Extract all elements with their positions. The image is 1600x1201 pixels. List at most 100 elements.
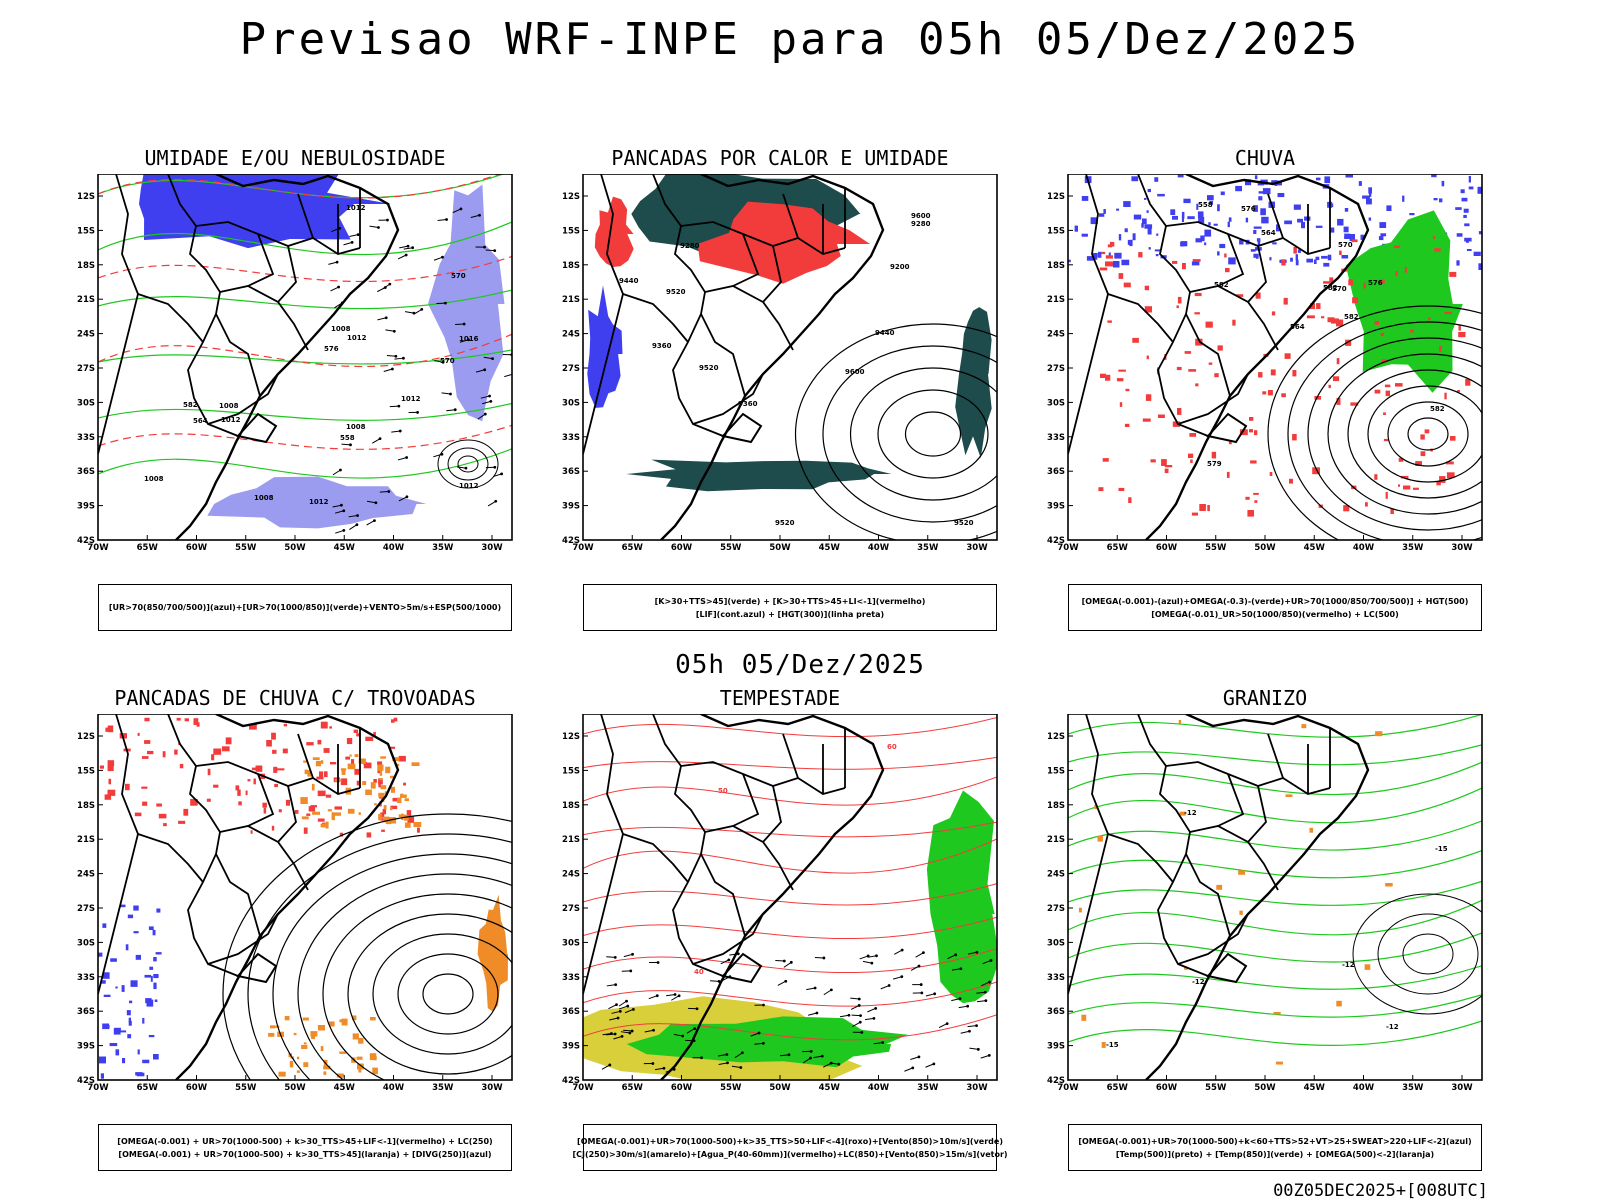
field-speck — [1100, 268, 1108, 271]
field-speck — [1182, 216, 1184, 222]
field-speck — [1380, 233, 1386, 236]
field-speck — [1375, 731, 1382, 736]
field-speck — [1151, 459, 1156, 462]
wind-vector-head — [488, 395, 491, 398]
lon-label: 50W — [284, 543, 306, 553]
field-speck — [246, 791, 248, 796]
wind-vector-head — [614, 1033, 617, 1036]
field-speck — [153, 1054, 159, 1060]
lat-label: 36S — [77, 467, 95, 477]
field-speck — [1253, 493, 1259, 495]
wind-vector-head — [984, 999, 987, 1002]
field-speck — [372, 1068, 378, 1075]
field-speck — [1281, 393, 1286, 397]
wind-vector-head — [830, 988, 833, 991]
field-speck — [1301, 724, 1306, 728]
wind-vector-head — [741, 1051, 744, 1054]
field-speck — [1297, 219, 1303, 223]
field-speck — [342, 768, 346, 775]
field-speck — [1082, 234, 1088, 237]
contour-label: -12 — [1184, 809, 1197, 817]
legend-line: [UR>70(850/700/500)](azul)+[UR>70(1000/8… — [109, 601, 501, 614]
contour-label: 9280 — [911, 220, 931, 228]
panel-title: PANCADAS POR CALOR E UMIDADE — [560, 146, 1000, 170]
wind-vector-head — [674, 993, 677, 996]
lat-label: 15S — [1047, 766, 1065, 776]
wind-vector-head — [399, 430, 402, 433]
field-speck — [378, 793, 384, 798]
field-speck — [1182, 263, 1186, 269]
lon-label: 40W — [1353, 543, 1375, 553]
field-speck — [1229, 217, 1232, 221]
lat-label: 24S — [1047, 870, 1065, 880]
field-speck — [1359, 181, 1362, 186]
field-speck — [318, 740, 322, 745]
legend-line: [OMEGA(-0.001)+UR>70(1000-500)+k>35_TTS>… — [577, 1135, 1003, 1148]
wind-vector-head — [340, 504, 343, 507]
field-speck — [1251, 249, 1256, 252]
field-speck — [1183, 199, 1190, 203]
lon-label: 70W — [1057, 1083, 1079, 1093]
field-speck — [318, 791, 326, 797]
wind-vector-head — [783, 960, 786, 963]
field-speck — [183, 809, 188, 816]
field-speck — [1123, 201, 1130, 207]
field-speck — [1457, 233, 1463, 237]
field-speck — [1128, 497, 1131, 503]
field-speck — [335, 806, 343, 809]
wind-vector-head — [901, 949, 904, 952]
lon-label: 60W — [1156, 1083, 1178, 1093]
field-speck — [1374, 474, 1377, 480]
field-speck — [1254, 430, 1257, 435]
field-speck — [1119, 234, 1121, 240]
field-speck — [403, 783, 406, 786]
field-speck — [237, 790, 240, 796]
field-speck — [1148, 189, 1151, 192]
field-speck — [147, 751, 153, 754]
field-speck — [319, 771, 323, 777]
lon-label: 55W — [720, 543, 742, 553]
field-speck — [1119, 273, 1124, 279]
field-speck — [1329, 385, 1331, 388]
contour-label: 9440 — [619, 277, 639, 285]
wind-vector-head — [678, 994, 681, 997]
field-speck — [1379, 236, 1384, 240]
field-speck — [1314, 260, 1317, 265]
contour-label: 570 — [1332, 285, 1347, 293]
contour-label: 570 — [1338, 241, 1353, 249]
wind-vector-head — [663, 1067, 666, 1070]
field-speck — [318, 1025, 325, 1031]
legend-line: [OMEGA(-0.001) + UR>70(1000-500) + k>30_… — [117, 1135, 492, 1148]
field-speck — [1195, 293, 1202, 296]
wind-vector-head — [696, 1007, 699, 1010]
field-speck — [131, 980, 138, 987]
lat-label: 39S — [562, 502, 580, 512]
field-speck — [1328, 255, 1332, 261]
wind-vector-head — [351, 241, 354, 244]
field-speck — [1098, 836, 1103, 842]
field-speck — [1204, 230, 1211, 237]
field-speck — [222, 746, 230, 751]
field-speck — [1098, 252, 1101, 258]
contour-label: 564 — [1261, 229, 1276, 237]
contour-label: 1008 — [331, 325, 351, 333]
wind-vector-head — [405, 456, 408, 459]
wind-vector-head — [411, 246, 414, 249]
field-speck — [301, 1045, 307, 1049]
field-speck — [145, 975, 152, 978]
field-speck — [1207, 195, 1214, 200]
field-speck — [1189, 433, 1196, 437]
field-speck — [413, 822, 421, 827]
field-speck — [358, 1038, 363, 1044]
field-speck — [138, 733, 140, 736]
field-speck — [178, 821, 185, 824]
wind-vector-head — [918, 965, 921, 968]
lon-label: 35W — [1402, 543, 1424, 553]
wind-vector-head — [628, 1032, 631, 1035]
field-speck — [1124, 283, 1131, 288]
field-speck — [1294, 205, 1301, 210]
wind-vector-head — [739, 1066, 742, 1069]
wind-vector-head — [460, 208, 463, 211]
field-speck — [102, 1024, 109, 1030]
